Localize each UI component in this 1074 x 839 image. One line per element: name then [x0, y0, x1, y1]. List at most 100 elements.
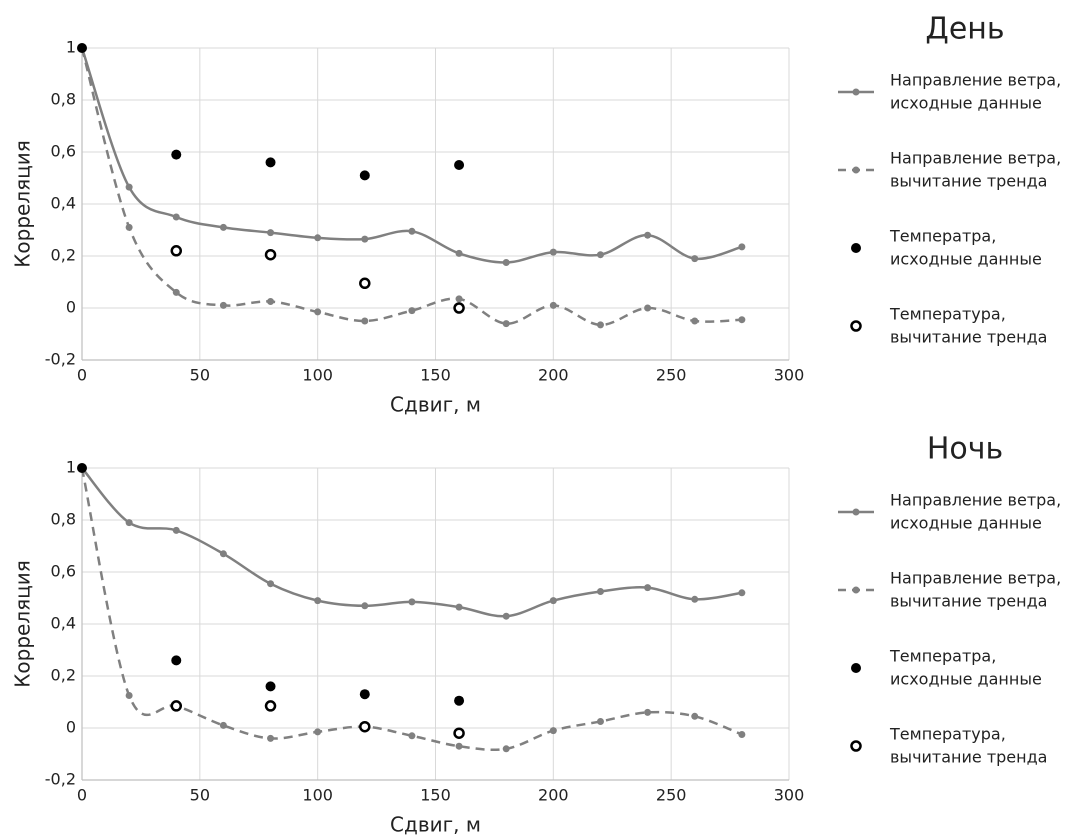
- series-line: [80, 47, 742, 327]
- point: [455, 603, 463, 611]
- y-axis-title: Корреляция: [11, 140, 35, 268]
- point: [361, 235, 369, 243]
- point: [644, 584, 652, 592]
- legend-label: Направление ветра, исходные данные: [890, 70, 1061, 112]
- point: [359, 720, 371, 733]
- legend-label: Температура, вычитание тренда: [889, 724, 1047, 766]
- x-tick-label: 50: [190, 786, 210, 805]
- point: [502, 745, 510, 753]
- point: [125, 183, 133, 191]
- point: [408, 307, 416, 315]
- point: [549, 248, 557, 256]
- point: [453, 302, 465, 314]
- x-tick-label: 50: [190, 366, 210, 385]
- point: [549, 301, 557, 309]
- legend-label: Направление ветра, вычитание тренда: [890, 568, 1061, 610]
- point: [125, 692, 133, 699]
- y-tick-label: 1: [66, 38, 76, 57]
- point: [219, 550, 227, 558]
- point: [549, 727, 557, 735]
- point: [172, 288, 180, 296]
- point: [77, 463, 87, 473]
- point: [502, 259, 510, 266]
- y-tick-label: 0,4: [51, 194, 76, 213]
- legend-label: Температра, исходные данные: [889, 226, 1042, 268]
- y-tick-label: 0,4: [51, 614, 76, 633]
- point: [314, 728, 322, 736]
- y-tick-label: 1: [66, 458, 76, 477]
- y-tick-label: 0: [66, 298, 76, 317]
- point: [596, 251, 604, 259]
- x-tick-label: 200: [538, 366, 569, 385]
- y-tick-label: 0,2: [51, 246, 76, 265]
- point: [314, 234, 322, 242]
- y-tick-label: 0: [66, 718, 76, 737]
- point: [455, 249, 463, 257]
- legend-marker: [851, 663, 861, 673]
- x-tick-label: 300: [774, 366, 805, 385]
- x-tick-label: 250: [656, 786, 687, 805]
- y-tick-label: 0,2: [51, 666, 76, 685]
- point: [408, 598, 416, 606]
- point: [691, 712, 699, 720]
- x-tick-label: 0: [77, 366, 87, 385]
- y-tick-label: 0,8: [51, 90, 76, 109]
- point: [170, 245, 183, 257]
- legend-marker: [850, 320, 862, 332]
- legend-marker: [851, 243, 861, 253]
- point: [171, 149, 182, 160]
- point: [77, 43, 87, 53]
- point: [596, 588, 604, 595]
- legend-marker: [852, 88, 860, 96]
- point: [455, 742, 463, 750]
- x-tick-label: 200: [538, 786, 569, 805]
- plot: -0,200,20,40,60,810 50 100 150 200 250 300Сдви…: [11, 12, 1062, 417]
- point: [219, 721, 227, 729]
- point: [359, 689, 370, 700]
- legend-label: Температура, вычитание тренда: [889, 304, 1047, 346]
- point: [596, 718, 604, 725]
- y-tick-label: -0,2: [45, 350, 76, 369]
- legend-label: Направление ветра, вычитание тренда: [890, 148, 1061, 190]
- point: [644, 304, 652, 312]
- point: [267, 734, 275, 742]
- chart-title: День: [925, 12, 1004, 47]
- point: [125, 519, 133, 527]
- point: [359, 170, 370, 181]
- point: [172, 526, 180, 534]
- x-tick-label: 100: [302, 786, 333, 805]
- point: [454, 160, 465, 170]
- point: [265, 157, 276, 168]
- point: [738, 243, 746, 251]
- point: [314, 308, 322, 316]
- point: [264, 700, 277, 712]
- point: [644, 708, 652, 716]
- legend-marker: [850, 740, 862, 752]
- point: [644, 231, 652, 239]
- legend-label: Температра, исходные данные: [889, 646, 1042, 688]
- point: [170, 700, 183, 712]
- y-axis-title: Корреляция: [11, 560, 35, 688]
- point: [267, 298, 275, 305]
- point: [596, 321, 604, 329]
- point: [314, 597, 322, 605]
- x-axis-title: Сдвиг, м: [390, 813, 481, 837]
- point: [738, 589, 746, 597]
- point: [408, 227, 416, 235]
- x-tick-label: 150: [420, 786, 451, 805]
- point: [691, 595, 699, 603]
- point: [738, 316, 746, 324]
- x-tick-label: 300: [774, 786, 805, 805]
- plot: -0,200,20,40,60,810 50 100 150 200 250 300Сдви…: [11, 432, 1062, 837]
- point: [267, 580, 275, 588]
- legend-marker: [852, 166, 860, 174]
- legend-marker: [852, 586, 860, 594]
- y-tick-label: 0,6: [51, 562, 76, 581]
- point: [172, 213, 180, 221]
- point: [549, 597, 557, 605]
- x-axis-title: Сдвиг, м: [390, 393, 481, 417]
- legend-marker: [852, 508, 860, 516]
- y-tick-label: 0,6: [51, 142, 76, 161]
- point: [453, 727, 465, 739]
